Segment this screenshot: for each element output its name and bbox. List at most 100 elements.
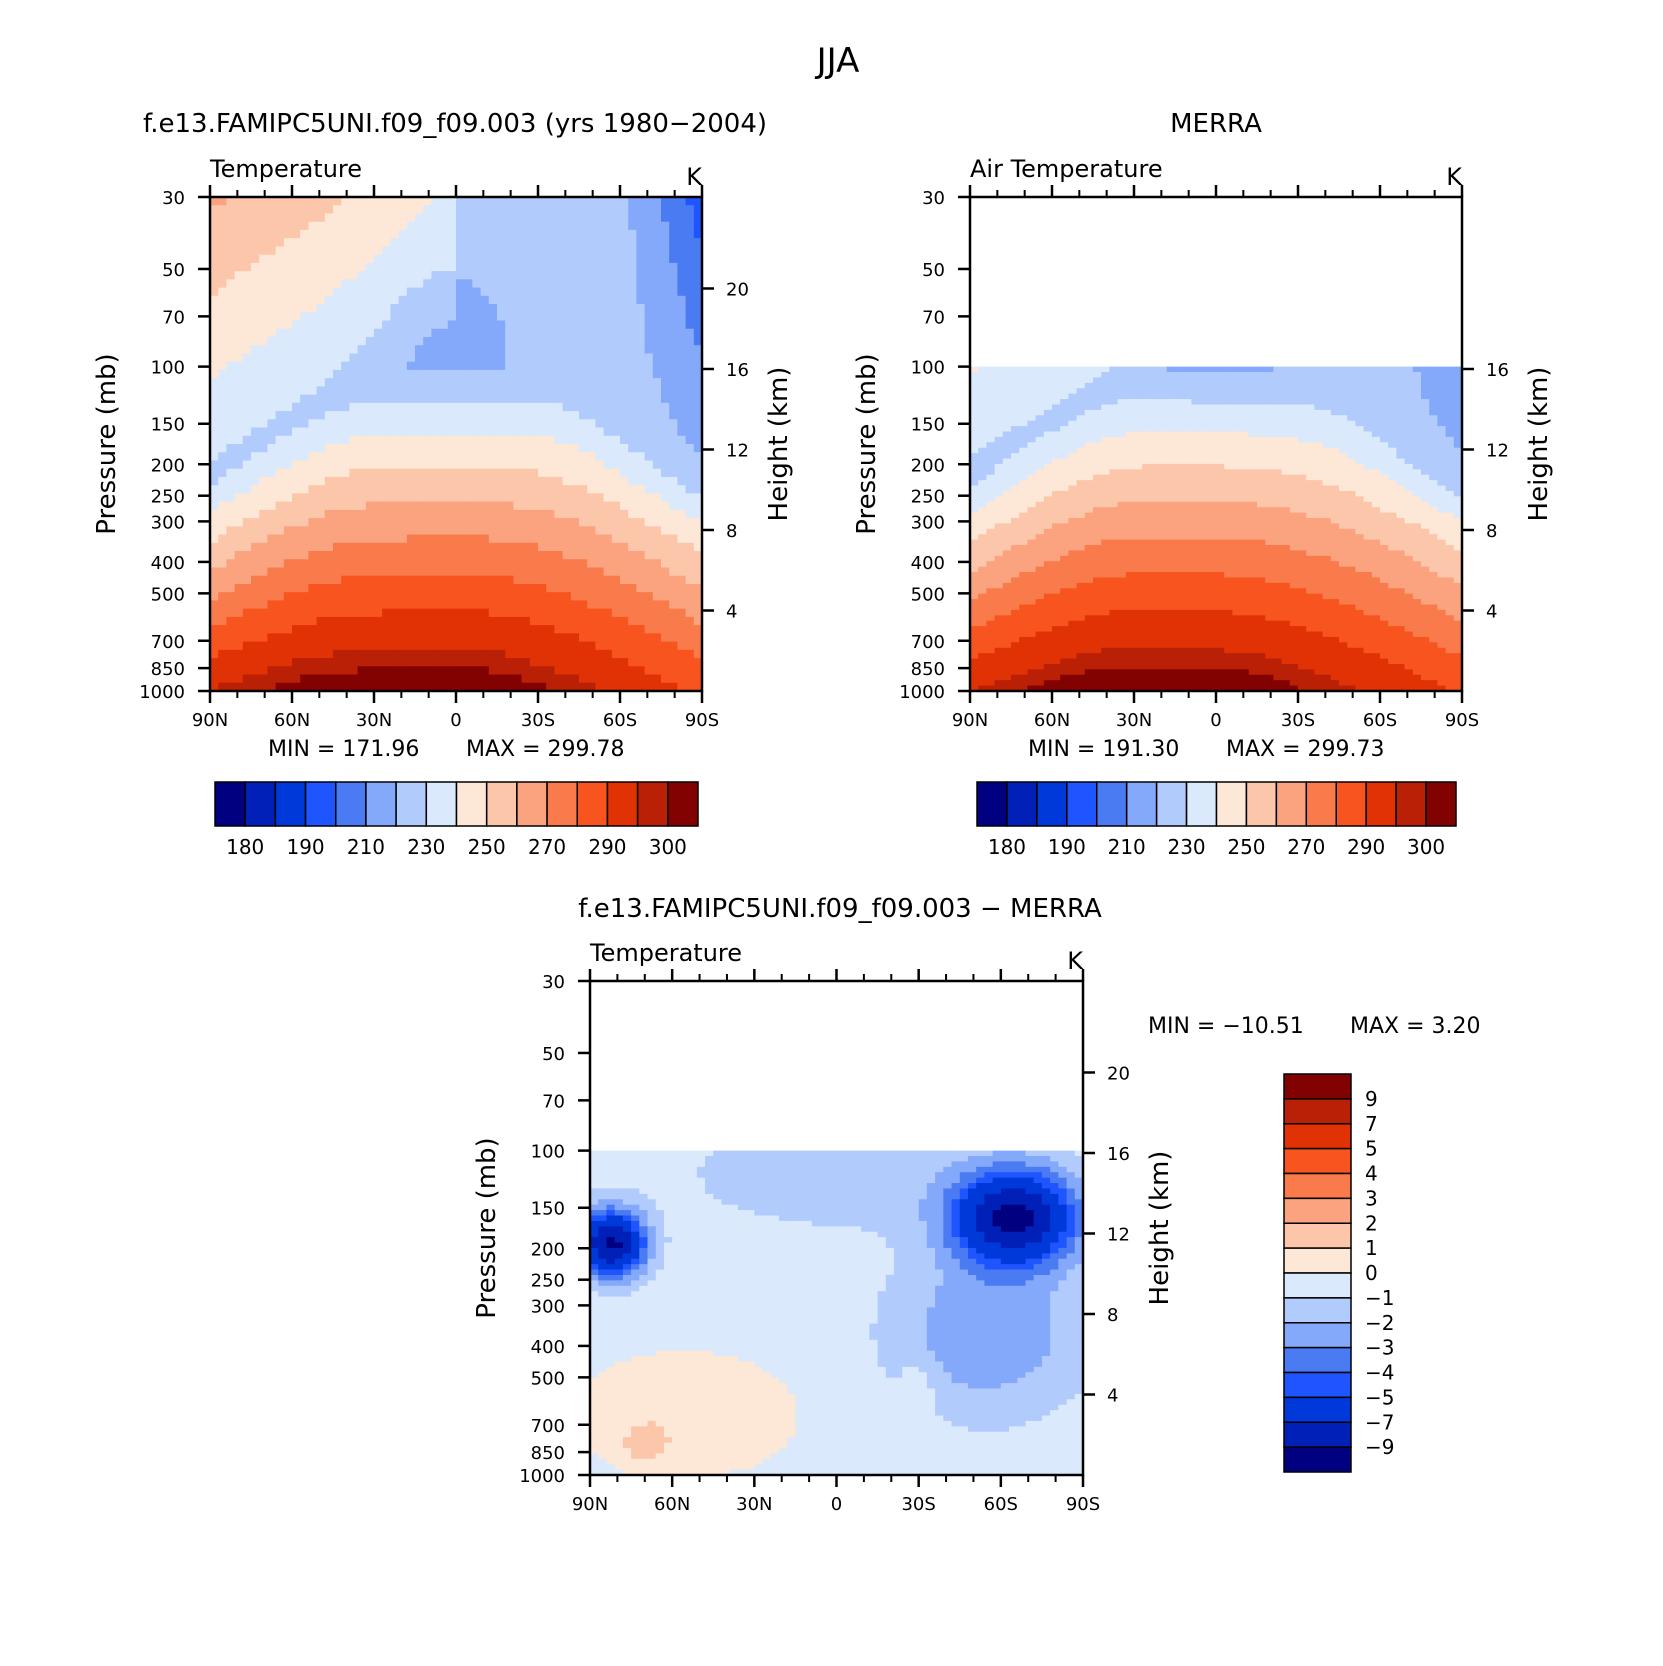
field-cell	[464, 452, 473, 462]
field-cell	[595, 616, 605, 626]
field-cell	[1445, 474, 1455, 481]
field-cell	[374, 625, 383, 634]
field-cell	[267, 468, 277, 478]
field-cell	[546, 625, 555, 634]
field-cell	[685, 197, 695, 206]
field-cell	[1404, 463, 1414, 470]
field-cell	[644, 625, 654, 634]
field-cell	[300, 666, 309, 676]
field-cell	[300, 205, 309, 215]
field-cell	[275, 460, 285, 470]
field-cell	[251, 666, 260, 676]
field-cell	[333, 493, 342, 503]
field-cell	[611, 534, 621, 544]
field-cell	[1273, 409, 1283, 416]
field-cell	[562, 592, 572, 602]
field-cell	[1027, 393, 1037, 400]
field-cell	[505, 246, 514, 256]
field-cell	[570, 674, 580, 684]
field-cell	[1355, 463, 1365, 470]
field-cell	[1421, 426, 1430, 433]
field-cell	[456, 254, 465, 264]
field-cell	[554, 279, 564, 289]
field-cell	[505, 361, 514, 371]
field-cell	[456, 608, 465, 618]
field-cell	[398, 435, 408, 445]
field-cell	[669, 402, 678, 412]
field-cell	[986, 469, 996, 476]
field-cell	[1445, 442, 1455, 449]
field-cell	[497, 641, 506, 651]
field-cell	[620, 534, 629, 544]
field-cell	[562, 411, 572, 420]
field-cell	[382, 583, 391, 593]
field-cell	[439, 419, 449, 429]
field-cell	[603, 345, 613, 355]
field-cell	[978, 382, 987, 389]
field-cell	[439, 649, 449, 659]
field-cell	[1240, 431, 1250, 438]
field-cell	[669, 633, 678, 643]
field-cell	[300, 616, 309, 626]
field-cell	[234, 295, 244, 305]
field-cell	[259, 213, 268, 223]
field-cell	[497, 501, 506, 511]
field-cell	[464, 551, 473, 560]
field-cell	[382, 608, 391, 618]
field-cell	[226, 369, 236, 379]
field-cell	[1314, 436, 1324, 443]
field-cell	[1150, 431, 1160, 438]
field-cell	[538, 542, 547, 552]
field-cell	[603, 419, 613, 429]
field-cell	[521, 213, 531, 223]
field-cell	[283, 320, 293, 330]
field-cell	[529, 509, 539, 519]
field-cell	[521, 262, 531, 272]
field-cell	[1224, 366, 1233, 373]
field-cell	[1388, 372, 1397, 379]
field-cell	[538, 509, 547, 519]
field-cell	[242, 583, 252, 593]
field-cell	[390, 633, 400, 643]
field-cell	[423, 229, 432, 239]
field-cell	[1404, 366, 1414, 373]
field-cell	[259, 369, 268, 379]
field-cell	[259, 287, 268, 297]
field-cell	[611, 616, 621, 626]
field-cell	[636, 608, 646, 618]
field-cell	[1421, 388, 1430, 395]
field-cell	[259, 271, 268, 280]
field-cell	[546, 460, 555, 470]
field-cell	[415, 205, 424, 215]
field-cell	[693, 197, 703, 206]
field-cell	[1371, 426, 1381, 433]
field-cell	[1060, 426, 1069, 433]
field-cell	[423, 221, 432, 231]
field-cell	[218, 641, 227, 651]
field-cell	[333, 444, 342, 453]
field-cell	[324, 649, 334, 659]
field-cell	[259, 501, 268, 511]
field-cell	[636, 427, 646, 437]
field-cell	[1076, 480, 1086, 487]
field-cell	[1388, 420, 1397, 427]
field-cell	[1330, 382, 1340, 389]
field-cell	[406, 509, 416, 519]
field-cell	[439, 427, 449, 437]
field-cell	[620, 493, 629, 503]
field-cell	[529, 411, 539, 420]
field-cell	[234, 419, 244, 429]
field-cell	[1002, 372, 1012, 379]
field-cell	[1306, 463, 1315, 470]
field-cell	[1339, 366, 1348, 373]
field-cell	[570, 419, 580, 429]
field-cell	[275, 567, 285, 577]
field-cell	[1216, 420, 1225, 427]
field-cell	[242, 279, 252, 289]
field-cell	[693, 361, 703, 371]
field-cell	[497, 625, 506, 634]
field-cell	[994, 453, 1004, 460]
field-cell	[234, 336, 244, 346]
field-cell	[283, 468, 293, 478]
field-cell	[259, 666, 268, 676]
